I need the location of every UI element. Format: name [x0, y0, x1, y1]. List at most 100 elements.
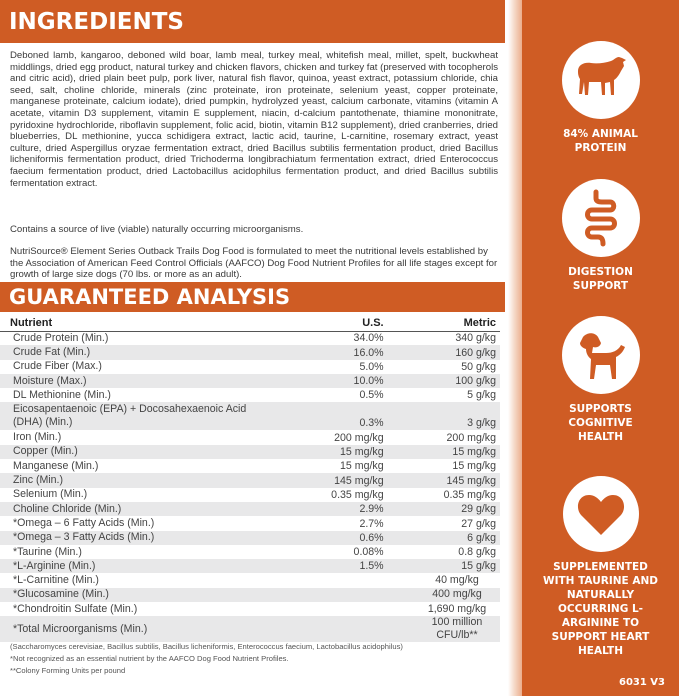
table-row: *L-Carnitine (Min.) 40 mg/kg: [0, 573, 500, 587]
table-row: Moisture (Max.) 10.0% 100 g/kg: [0, 373, 500, 389]
feature-label: SUPPLEMENTED WITH TAURINE AND NATURALLY …: [542, 561, 658, 657]
nutrient-name: DL Methionine (Min.): [13, 388, 111, 401]
nutrient-name: Selenium (Min.): [13, 488, 88, 501]
puppy-icon: [561, 316, 640, 394]
table-row: *Total Microorganisms (Min.) 100 million …: [0, 616, 500, 643]
nutrient-name: *Taurine (Min.): [13, 545, 82, 558]
col-us: U.S.: [273, 316, 384, 332]
footnote: **Colony Forming Units per pound: [10, 665, 126, 675]
metric-value: 100 g/kg: [383, 373, 500, 389]
nutrient-name: *Omega – 3 Fatty Acids (Min.): [0, 530, 274, 545]
table-row: Crude Fiber (Max.) 5.0% 50 g/kg: [0, 360, 500, 374]
us-value: 5.0%: [359, 360, 384, 373]
nutrient-name: Crude Fat (Min.): [0, 345, 274, 360]
table-row: Manganese (Min.) 15 mg/kg 15 mg/kg: [0, 459, 500, 473]
metric-value: 15 g/kg: [383, 559, 500, 574]
footnote: (Saccharomyces cerevisiae, Bacillus subt…: [10, 642, 403, 651]
product-code: 6031 V3: [618, 677, 665, 688]
us-value: 34.0%: [353, 332, 384, 345]
table-row: Copper (Min.) 15 mg/kg 15 mg/kg: [0, 444, 500, 460]
nutrient-name: Choline Chloride (Min.): [0, 501, 274, 517]
table-row: Crude Protein (Min.) 34.0% 340 g/kg: [0, 331, 500, 345]
combined-value: 1,690 mg/kg: [427, 602, 487, 615]
metric-value: 29 g/kg: [383, 501, 500, 517]
metric-value: 160 g/kg: [383, 345, 500, 360]
us-value: 0.08%: [353, 546, 384, 559]
nutrient-name: Manganese (Min.): [13, 459, 99, 472]
us-value: 145 mg/kg: [273, 473, 384, 488]
col-nutrient: Nutrient: [0, 316, 274, 332]
metric-value: 15 mg/kg: [383, 444, 500, 460]
combined-value: 100 million CFU/lb**: [273, 616, 500, 643]
nutrient-name: *Omega – 6 Fatty Acids (Min.): [13, 516, 155, 529]
panel-edge: [508, 0, 524, 696]
feature-cognitive: SUPPORTS COGNITIVE HEALTH: [522, 316, 679, 444]
table-row: *Omega – 3 Fatty Acids (Min.) 0.6% 6 g/kg: [0, 530, 500, 545]
us-value: 0.35 mg/kg: [331, 488, 384, 501]
metric-value: 0.35 mg/kg: [443, 488, 496, 501]
nutrient-name: Eicosapentaenoic (EPA) + Docosahexaenoic…: [0, 402, 274, 431]
table-row: *Omega – 6 Fatty Acids (Min.) 2.7% 27 g/kg: [0, 516, 500, 530]
nutrient-name: *Chondroitin Sulfate (Min.): [13, 602, 138, 615]
nutrient-name: *Glucosamine (Min.): [0, 587, 274, 603]
nutrient-name: *Total Microorganisms (Min.): [0, 616, 274, 643]
us-value: 1.5%: [273, 559, 384, 574]
table-row: *L-Arginine (Min.) 1.5% 15 g/kg: [0, 559, 500, 574]
intestine-icon: [561, 179, 640, 257]
us-value: 10.0%: [273, 373, 384, 389]
heart-icon: [562, 476, 639, 552]
metric-value: 6 g/kg: [383, 530, 500, 545]
metric-value: 5 g/kg: [467, 389, 496, 402]
us-value: 200 mg/kg: [334, 431, 384, 444]
lamb-icon: [561, 41, 640, 119]
footnotes: (Saccharomyces cerevisiae, Bacillus subt…: [10, 641, 403, 676]
nutrient-name: *L-Carnitine (Min.): [13, 574, 99, 587]
us-value: 0.5%: [359, 389, 384, 402]
feature-label: SUPPORTS COGNITIVE HEALTH: [568, 403, 633, 443]
table-row: *Glucosamine (Min.) 400 mg/kg: [0, 587, 500, 603]
table-row: Iron (Min.) 200 mg/kg 200 mg/kg: [0, 430, 500, 444]
col-metric: Metric: [383, 316, 500, 332]
combined-value: 400 mg/kg: [273, 587, 500, 603]
guaranteed-analysis-heading: GUARANTEED ANALYSIS: [0, 282, 505, 312]
table-row: DL Methionine (Min.) 0.5% 5 g/kg: [0, 388, 500, 402]
ingredients-heading: INGREDIENTS: [0, 0, 505, 43]
metric-value: 15 mg/kg: [452, 460, 496, 473]
analysis-table: Nutrient U.S. Metric Crude Protein (Min.…: [0, 316, 500, 643]
nutrient-name: Iron (Min.): [13, 431, 62, 444]
us-value: 0.6%: [273, 530, 384, 545]
metric-value: 27 g/kg: [461, 517, 496, 530]
us-value: 15 mg/kg: [340, 460, 384, 473]
microorganisms-note: Contains a source of live (viable) natur…: [10, 224, 304, 235]
metric-value: 0.8 g/kg: [458, 546, 496, 559]
nutrient-name: Moisture (Max.): [0, 373, 274, 389]
table-row: Choline Chloride (Min.) 2.9% 29 g/kg: [0, 501, 500, 517]
table-row: *Taurine (Min.) 0.08% 0.8 g/kg: [0, 545, 500, 559]
metric-value: 200 mg/kg: [446, 431, 496, 444]
table-row: Selenium (Min.) 0.35 mg/kg 0.35 mg/kg: [0, 488, 500, 502]
feature-label: 84% ANIMAL PROTEIN: [563, 128, 638, 154]
nutrient-name: Zinc (Min.): [0, 473, 274, 488]
footnote: *Not recognized as an essential nutrient…: [10, 653, 289, 663]
combined-value: 40 mg/kg: [435, 574, 479, 587]
us-value: 0.3%: [273, 402, 384, 431]
table-row: *Chondroitin Sulfate (Min.) 1,690 mg/kg: [0, 602, 500, 616]
metric-value: 50 g/kg: [461, 360, 496, 373]
ingredients-text: Deboned lamb, kangaroo, deboned wild boa…: [10, 50, 498, 189]
us-value: 2.7%: [359, 517, 384, 530]
metric-value: 145 mg/kg: [383, 473, 500, 488]
table-row: Zinc (Min.) 145 mg/kg 145 mg/kg: [0, 473, 500, 488]
nutrient-name: Copper (Min.): [0, 444, 274, 460]
us-value: 2.9%: [273, 501, 384, 517]
feature-digestion: DIGESTION SUPPORT: [522, 179, 679, 293]
us-value: 16.0%: [273, 345, 384, 360]
feature-heart-health: SUPPLEMENTED WITH TAURINE AND NATURALLY …: [522, 476, 679, 658]
feature-animal-protein: 84% ANIMAL PROTEIN: [522, 41, 679, 155]
table-row: Eicosapentaenoic (EPA) + Docosahexaenoic…: [0, 402, 500, 431]
nutrient-name: Crude Protein (Min.): [13, 331, 109, 344]
nutrient-name: Crude Fiber (Max.): [13, 360, 102, 373]
metric-value: 3 g/kg: [383, 402, 500, 431]
nutrient-name: *L-Arginine (Min.): [0, 559, 274, 574]
us-value: 15 mg/kg: [273, 444, 384, 460]
table-row: Crude Fat (Min.) 16.0% 160 g/kg: [0, 345, 500, 360]
